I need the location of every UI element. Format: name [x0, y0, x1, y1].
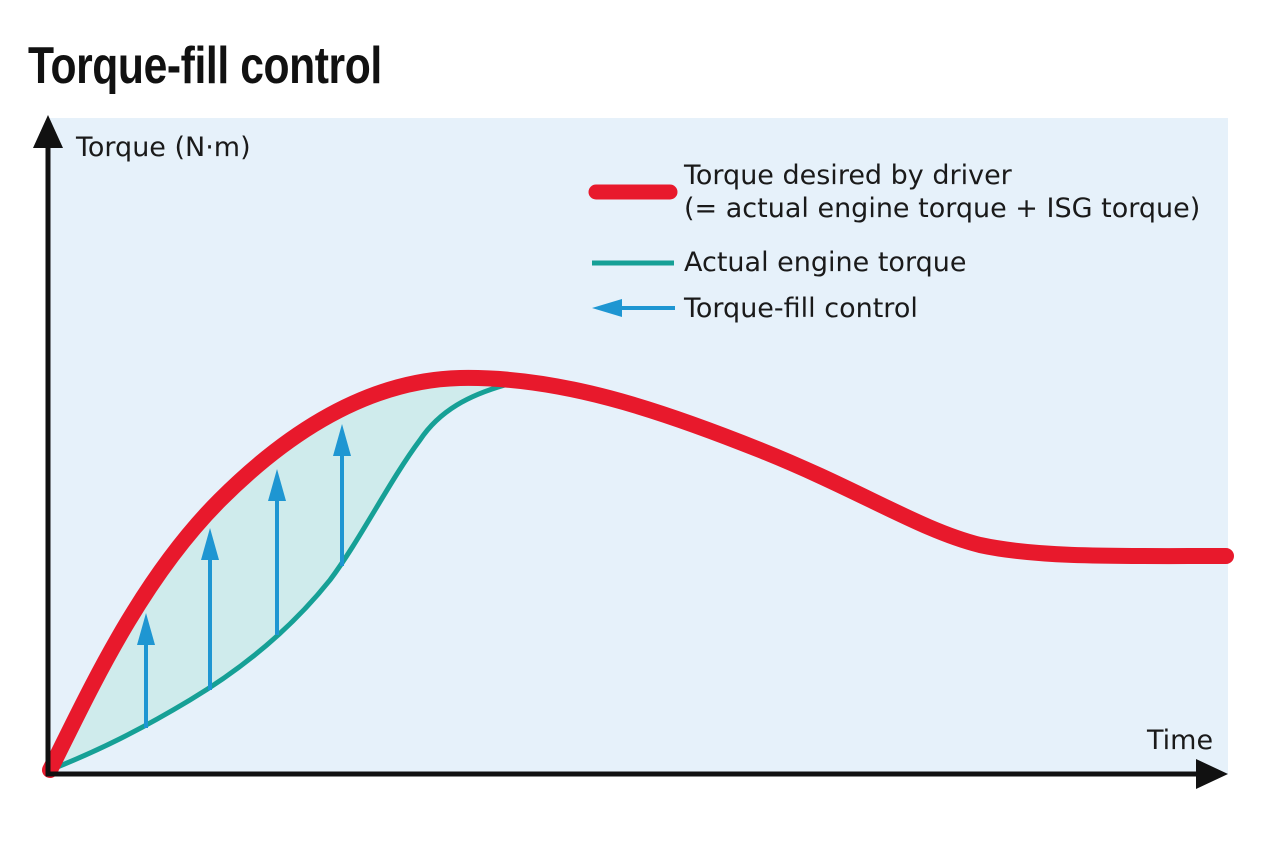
torque-fill-arrow	[201, 528, 219, 690]
x-axis-label: Time	[1146, 725, 1213, 756]
torque-fill-arrow	[137, 613, 155, 728]
legend-swatch-fill-arrow	[592, 299, 675, 317]
legend-label-engine-torque: Actual engine torque	[684, 247, 966, 278]
y-axis-label: Torque (N·m)	[75, 132, 251, 163]
legend-label-desired-torque-note: (= actual engine torque + ISG torque)	[684, 193, 1200, 224]
x-axis-arrowhead	[1196, 759, 1228, 789]
axes	[33, 115, 1228, 789]
legend: Torque desired by driver (= actual engin…	[588, 160, 1200, 324]
torque-fill-arrow	[268, 469, 286, 635]
torque-fill-arrow	[333, 424, 351, 566]
legend-label-torque-fill: Torque-fill control	[683, 293, 918, 324]
legend-label-desired-torque: Torque desired by driver	[683, 160, 1013, 191]
torque-fill-arrows	[137, 424, 351, 728]
desired-torque-curve	[42, 369, 1234, 778]
page-title: Torque-fill control	[28, 37, 382, 95]
y-axis-arrowhead	[33, 115, 63, 148]
